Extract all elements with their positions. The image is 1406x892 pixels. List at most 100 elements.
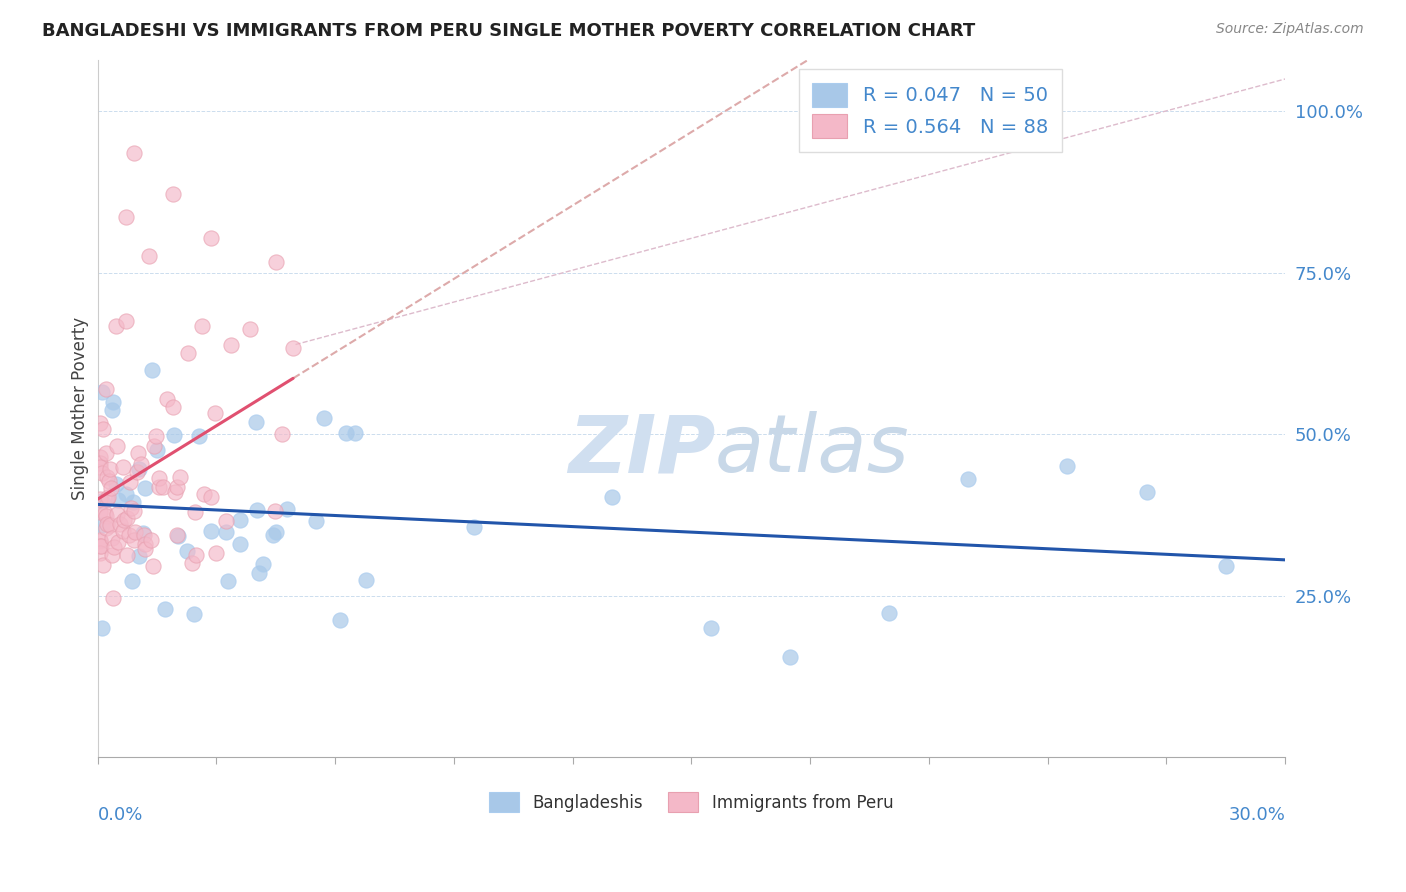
Point (112, 513, 135, 527)
Point (94, 506, 117, 520)
Point (229, 537, 252, 551)
Point (96, 446, 118, 460)
Point (96, 383, 118, 397)
Point (101, 395, 124, 409)
Point (354, 573, 377, 587)
Point (125, 466, 148, 480)
Point (134, 481, 156, 495)
Point (96, 517, 118, 532)
Point (127, 445, 149, 459)
Point (193, 486, 215, 500)
Point (184, 505, 207, 519)
Point (112, 524, 135, 539)
Point (600, 490, 623, 504)
Point (145, 429, 167, 443)
Point (100, 481, 122, 495)
Text: 30.0%: 30.0% (1229, 806, 1285, 824)
Point (103, 540, 125, 554)
Point (1215, 558, 1237, 573)
Point (276, 502, 298, 516)
Point (115, 314, 138, 328)
Point (122, 145, 145, 160)
Point (215, 524, 238, 539)
Text: atlas: atlas (716, 411, 910, 490)
Legend: Bangladeshis, Immigrants from Peru: Bangladeshis, Immigrants from Peru (482, 785, 900, 819)
Point (121, 574, 143, 589)
Point (270, 426, 292, 441)
Point (91, 467, 114, 481)
Point (111, 460, 134, 475)
Point (96, 508, 118, 523)
Point (146, 442, 169, 457)
Point (98, 517, 121, 532)
Point (262, 528, 284, 542)
Point (463, 520, 485, 534)
Point (97, 490, 120, 504)
Point (217, 574, 239, 588)
Point (90, 539, 112, 553)
Point (89, 492, 111, 507)
Point (138, 249, 160, 263)
Point (163, 484, 186, 499)
Point (163, 427, 186, 442)
Point (779, 650, 801, 665)
Point (89, 534, 111, 549)
Point (221, 338, 243, 352)
Point (134, 541, 156, 556)
Point (89, 539, 111, 553)
Point (183, 607, 205, 621)
Point (245, 502, 267, 516)
Point (329, 613, 352, 627)
Point (169, 469, 191, 483)
Point (89, 533, 111, 548)
Point (97, 474, 120, 488)
Point (120, 475, 142, 489)
Point (117, 548, 139, 562)
Point (122, 533, 145, 548)
Point (305, 514, 328, 528)
Point (115, 210, 138, 224)
Point (200, 231, 222, 245)
Point (89, 546, 111, 560)
Point (186, 549, 208, 563)
Point (191, 318, 214, 333)
Point (134, 527, 156, 541)
Point (264, 525, 287, 540)
Point (229, 513, 252, 527)
Point (156, 392, 179, 406)
Point (124, 524, 146, 539)
Point (129, 457, 152, 471)
Point (128, 462, 150, 476)
Point (132, 526, 155, 541)
Text: ZIP: ZIP (568, 411, 716, 490)
Point (205, 546, 228, 560)
Point (96, 470, 118, 484)
Point (90, 494, 112, 508)
Point (239, 322, 262, 336)
Point (245, 415, 267, 429)
Point (166, 480, 188, 494)
Point (1136, 485, 1159, 500)
Point (143, 439, 166, 453)
Point (148, 480, 170, 494)
Point (101, 531, 124, 545)
Text: Source: ZipAtlas.com: Source: ZipAtlas.com (1216, 22, 1364, 37)
Point (118, 528, 141, 542)
Point (100, 549, 122, 563)
Point (264, 504, 287, 518)
Point (1056, 458, 1078, 473)
Point (122, 504, 145, 518)
Point (89, 460, 111, 475)
Point (134, 537, 156, 551)
Point (204, 406, 226, 420)
Point (141, 362, 163, 376)
Point (148, 471, 170, 485)
Point (89, 456, 111, 470)
Point (200, 490, 222, 504)
Point (101, 591, 124, 605)
Y-axis label: Single Mother Poverty: Single Mother Poverty (72, 317, 89, 500)
Point (188, 429, 211, 443)
Point (176, 346, 198, 360)
Point (152, 480, 174, 494)
Point (343, 425, 366, 440)
